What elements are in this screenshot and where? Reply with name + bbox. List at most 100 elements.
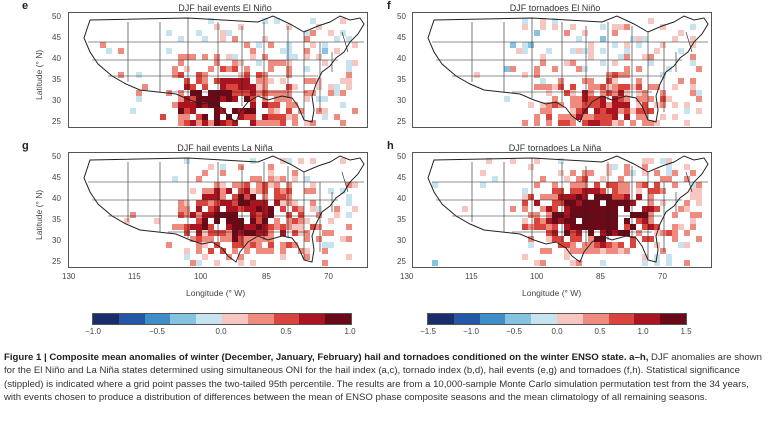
anomaly-cell <box>208 212 214 218</box>
anomaly-cell <box>346 60 352 66</box>
anomaly-cell <box>624 108 630 114</box>
anomaly-cell <box>582 30 588 36</box>
anomaly-cell <box>660 90 666 96</box>
anomaly-cell <box>546 218 552 224</box>
anomaly-cell <box>564 194 570 200</box>
anomaly-cell <box>522 24 528 30</box>
anomaly-cell <box>678 206 684 212</box>
map-tornado-la-nina <box>412 152 712 268</box>
anomaly-cell <box>534 30 540 36</box>
anomaly-cell <box>624 194 630 200</box>
lat-tick: 40 <box>52 54 61 63</box>
anomaly-cell <box>546 102 552 108</box>
anomaly-cell <box>208 236 214 242</box>
us-outline <box>83 15 365 123</box>
anomaly-cell <box>552 212 558 218</box>
anomaly-cell <box>298 248 304 254</box>
state-border <box>685 31 693 53</box>
colorbar-tick: 0.5 <box>594 327 606 336</box>
anomaly-cell <box>606 200 612 206</box>
anomaly-cell <box>202 84 208 90</box>
anomaly-cell <box>136 96 142 102</box>
anomaly-cell <box>594 182 600 188</box>
anomaly-cell <box>208 90 214 96</box>
anomaly-cell <box>642 254 648 260</box>
anomaly-cell <box>274 188 280 194</box>
anomaly-cell <box>226 212 232 218</box>
anomaly-cell <box>696 96 702 102</box>
anomaly-cell <box>280 120 286 126</box>
anomaly-cell <box>582 48 588 54</box>
anomaly-cell <box>528 42 534 48</box>
anomaly-cell <box>220 30 226 36</box>
anomaly-cell <box>612 200 618 206</box>
anomaly-cell <box>250 260 256 266</box>
anomaly-cell <box>190 260 196 266</box>
anomaly-cell <box>666 254 672 260</box>
anomaly-cell <box>522 42 528 48</box>
anomaly-cell <box>624 230 630 236</box>
anomaly-cell <box>262 182 268 188</box>
colorbar-swatch <box>93 314 119 324</box>
anomaly-cell <box>636 102 642 108</box>
anomaly-cell <box>280 188 286 194</box>
anomaly-cell <box>304 48 310 54</box>
anomaly-cell <box>130 212 136 218</box>
anomaly-cell <box>322 48 328 54</box>
panel-title: DJF tornadoes La Niña <box>508 143 602 153</box>
anomaly-cell <box>124 218 130 224</box>
anomaly-cell <box>660 102 666 108</box>
anomaly-cell <box>154 218 160 224</box>
anomaly-cell <box>666 170 672 176</box>
anomaly-cell <box>588 102 594 108</box>
anomaly-cell <box>546 230 552 236</box>
anomaly-cell <box>588 242 594 248</box>
anomaly-cell <box>606 218 612 224</box>
anomaly-cell <box>262 114 268 120</box>
anomaly-cell <box>268 78 274 84</box>
anomaly-cell <box>346 78 352 84</box>
anomaly-cell <box>612 60 618 66</box>
anomaly-cell <box>220 200 226 206</box>
anomaly-cell <box>624 84 630 90</box>
anomaly-cell <box>184 120 190 126</box>
anomaly-cell <box>304 54 310 60</box>
anomaly-cell <box>642 260 648 266</box>
anomaly-cell <box>214 60 220 66</box>
anomaly-cell <box>612 212 618 218</box>
anomaly-cell <box>244 248 250 254</box>
anomaly-cell <box>696 236 702 242</box>
colorbar-tick: −1.5 <box>420 327 436 336</box>
anomaly-cell <box>624 54 630 60</box>
anomaly-cell <box>600 114 606 120</box>
anomaly-cell <box>546 90 552 96</box>
anomaly-cell <box>672 84 678 90</box>
anomaly-cell <box>672 212 678 218</box>
anomaly-cell <box>558 158 564 164</box>
colorbar-swatch <box>118 314 145 324</box>
anomaly-cell <box>582 114 588 120</box>
anomaly-cell <box>540 194 546 200</box>
anomaly-cell <box>600 218 606 224</box>
anomaly-cell <box>196 78 202 84</box>
anomaly-cell <box>310 42 316 48</box>
colorbar-swatch <box>505 314 532 324</box>
anomaly-cell <box>612 164 618 170</box>
anomaly-cell <box>582 96 588 102</box>
anomaly-cell <box>648 188 654 194</box>
anomaly-cell <box>196 218 202 224</box>
anomaly-cell <box>322 114 328 120</box>
anomaly-cell <box>570 248 576 254</box>
anomaly-cell <box>196 224 202 230</box>
anomaly-cell <box>690 78 696 84</box>
anomaly-cell <box>546 120 552 126</box>
anomaly-cell <box>540 108 546 114</box>
anomaly-cell <box>286 200 292 206</box>
anomaly-cell <box>238 60 244 66</box>
anomaly-cell <box>678 30 684 36</box>
anomaly-cell <box>304 96 310 102</box>
anomaly-cell <box>564 60 570 66</box>
anomaly-cell <box>202 254 208 260</box>
anomaly-cell <box>292 242 298 248</box>
anomaly-cell <box>220 96 226 102</box>
